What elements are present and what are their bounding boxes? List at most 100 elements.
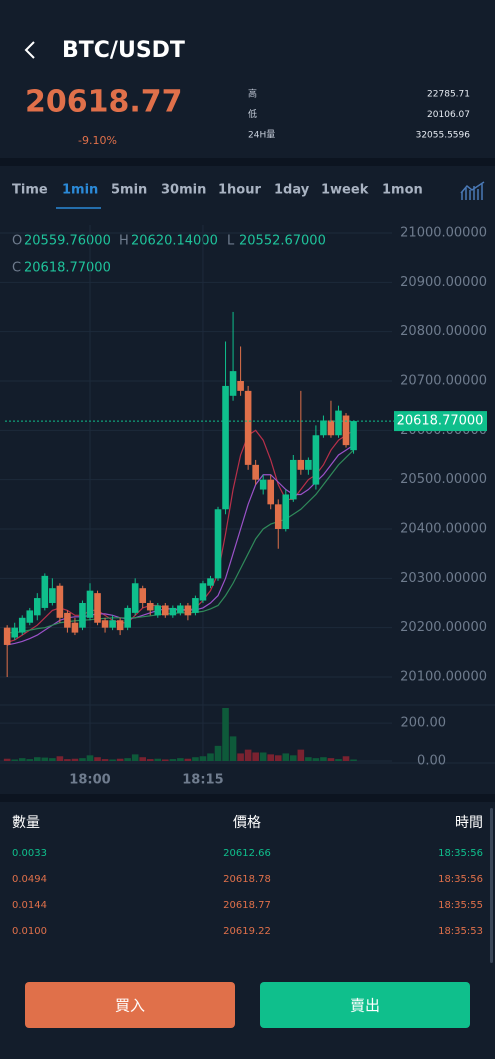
ohlc-value: 20559.76000 bbox=[24, 234, 111, 249]
volume-bar bbox=[199, 756, 207, 761]
candle-body bbox=[26, 610, 34, 623]
candle-body bbox=[79, 603, 86, 628]
ohlc-label: H bbox=[119, 234, 129, 249]
interval-tab[interactable]: 5min bbox=[111, 183, 147, 198]
volume-bar bbox=[79, 758, 86, 761]
interval-tab[interactable]: 30min bbox=[161, 183, 206, 198]
interval-tab[interactable]: Time bbox=[12, 183, 48, 198]
trade-cell: 18:35:56 bbox=[438, 848, 483, 859]
volume-bar bbox=[222, 708, 229, 761]
candle-body bbox=[244, 390, 252, 465]
candle-body bbox=[222, 385, 229, 510]
volume-bar bbox=[11, 759, 18, 761]
trade-cell: 20618.77 bbox=[223, 900, 271, 911]
trade-cell: 0.0144 bbox=[12, 900, 47, 911]
volume-bar bbox=[71, 758, 79, 761]
volume-bar bbox=[320, 757, 327, 761]
candle-body bbox=[109, 620, 116, 628]
volume-bar bbox=[207, 753, 214, 761]
volume-bar bbox=[49, 758, 56, 761]
volume-bar bbox=[169, 759, 177, 761]
y-tick-label: 20400.00000 bbox=[400, 522, 487, 537]
trade-cell: 0.0033 bbox=[12, 848, 47, 859]
volume-bar bbox=[244, 749, 252, 761]
sell-label: 賣出 bbox=[350, 997, 380, 1015]
stat-value: 22785.71 bbox=[427, 90, 470, 100]
candle-body bbox=[290, 459, 297, 500]
volume-bar bbox=[184, 758, 192, 761]
volume-bar bbox=[94, 757, 101, 761]
volume-bar bbox=[290, 755, 297, 761]
volume-bar bbox=[214, 745, 222, 761]
volume-bar bbox=[342, 756, 350, 761]
y-tick-label: 20300.00000 bbox=[400, 571, 487, 586]
volume-bar bbox=[252, 752, 259, 761]
y-tick-label: 20700.00000 bbox=[400, 374, 487, 389]
volume-bar bbox=[282, 753, 290, 761]
candle-body bbox=[207, 578, 214, 586]
volume-bar bbox=[64, 759, 71, 761]
candle-body bbox=[214, 509, 222, 579]
volume-bar bbox=[350, 759, 357, 761]
candle-body bbox=[56, 585, 64, 618]
stat-value: 20106.07 bbox=[427, 110, 470, 120]
candle-body bbox=[229, 371, 237, 396]
interval-tab[interactable]: 1mon bbox=[382, 183, 423, 198]
interval-tab[interactable]: 1min bbox=[62, 183, 98, 198]
volume-bar bbox=[116, 758, 124, 761]
candle-body bbox=[162, 605, 169, 616]
volume-bar bbox=[267, 754, 275, 761]
candle-body bbox=[297, 459, 305, 470]
trade-header: 數量 bbox=[12, 815, 40, 831]
volume-bar bbox=[101, 759, 109, 761]
ohlc-label: C bbox=[12, 261, 21, 276]
volume-bar bbox=[229, 736, 237, 761]
trade-cell: 18:35:56 bbox=[438, 874, 483, 885]
trade-cell: 0.0100 bbox=[12, 926, 47, 937]
volume-bar bbox=[259, 752, 267, 761]
volume-bar bbox=[274, 755, 282, 761]
candle-body bbox=[199, 583, 207, 601]
volume-bar bbox=[154, 758, 162, 761]
current-price-box bbox=[394, 411, 487, 432]
volume-bar bbox=[305, 757, 312, 761]
volume-bar bbox=[312, 758, 320, 761]
back-button[interactable] bbox=[24, 41, 35, 59]
stat-label: 24H量 bbox=[248, 130, 275, 141]
candle-body bbox=[327, 420, 335, 436]
volume-bar bbox=[177, 758, 184, 761]
volume-bar bbox=[41, 757, 49, 761]
volume-bar bbox=[139, 757, 147, 761]
volume-bar bbox=[109, 759, 116, 761]
trade-cell: 18:35:53 bbox=[438, 926, 483, 937]
candle-body bbox=[267, 479, 275, 505]
interval-tab[interactable]: 1week bbox=[321, 183, 369, 198]
volume-bar bbox=[56, 756, 64, 761]
price-change: -9.10% bbox=[78, 134, 117, 147]
candle-body bbox=[154, 605, 162, 616]
candle-body bbox=[312, 435, 320, 485]
trade-cell: 20612.66 bbox=[223, 848, 271, 859]
ohlc-value: 20552.67000 bbox=[239, 234, 326, 249]
ohlc-value: 20620.14000 bbox=[131, 234, 218, 249]
candle-body bbox=[146, 603, 154, 611]
interval-tab[interactable]: 1day bbox=[274, 183, 310, 198]
candle-body bbox=[237, 381, 244, 391]
volume-bar bbox=[237, 753, 244, 761]
interval-tab[interactable]: 1hour bbox=[218, 183, 261, 198]
volume-bar bbox=[33, 757, 41, 761]
trade-cell: 20618.78 bbox=[223, 874, 271, 885]
candle-body bbox=[116, 620, 124, 631]
candle-body bbox=[274, 504, 282, 529]
sell-button[interactable] bbox=[260, 982, 470, 1028]
chart-settings-icon[interactable] bbox=[460, 181, 485, 200]
ohlc-value: 20618.77000 bbox=[24, 261, 111, 276]
candle-body bbox=[320, 420, 327, 436]
buy-button[interactable] bbox=[25, 982, 235, 1028]
ohlc-label: L bbox=[227, 234, 235, 249]
last-price: 20618.77 bbox=[25, 85, 183, 120]
volume-bar bbox=[18, 758, 26, 761]
candle-body bbox=[86, 590, 94, 618]
y-tick-label: 20800.00000 bbox=[400, 324, 487, 339]
